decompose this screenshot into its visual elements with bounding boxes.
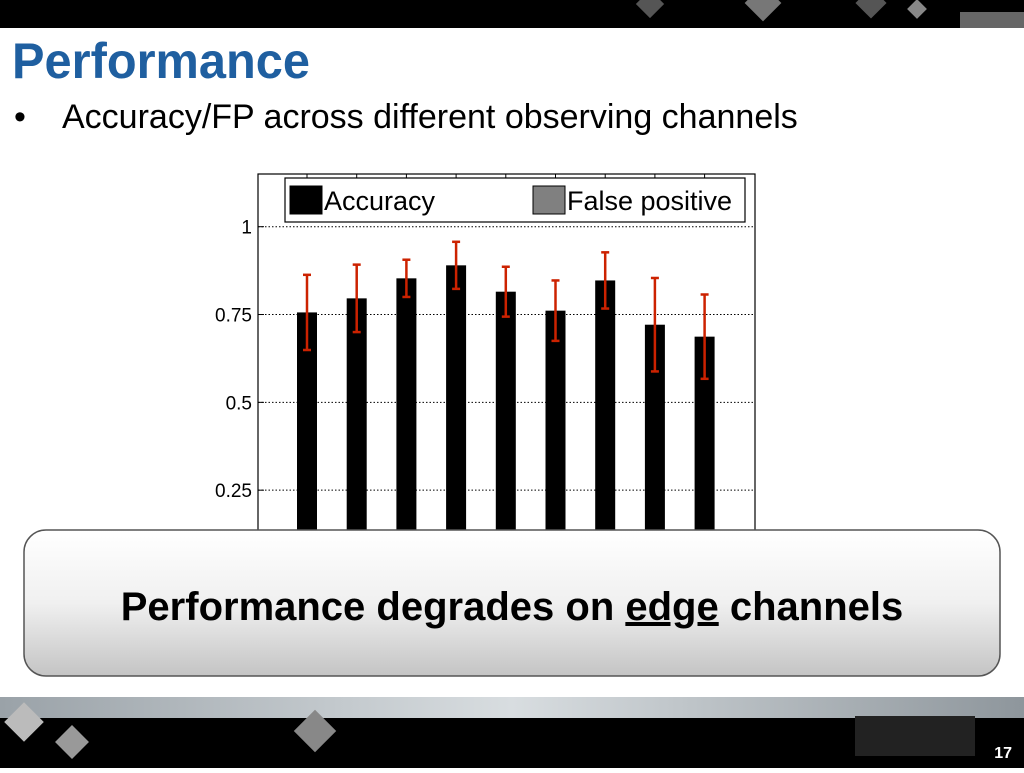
top-band (0, 0, 1024, 28)
bar (297, 312, 317, 540)
legend-swatch (532, 185, 566, 215)
y-tick-label: 0.5 (226, 393, 252, 414)
callout-emphasis: edge (625, 585, 718, 629)
error-bar (501, 265, 510, 318)
bar (545, 310, 566, 540)
error-bar (352, 263, 361, 334)
callout-box (23, 529, 1001, 677)
error-bar (303, 273, 311, 352)
callout-after: channels (719, 585, 904, 629)
bar (396, 278, 417, 540)
error-bar (551, 279, 560, 343)
chart-layer: Accuracy False positive (258, 174, 755, 540)
callout-text: Performance degrades on edge channels (121, 585, 903, 629)
bottom-band (0, 718, 1024, 768)
slide-title: Performance (12, 33, 310, 89)
bullet-dot: • (14, 98, 26, 136)
legend-box (284, 177, 746, 223)
bottom-band-light (0, 697, 1024, 719)
error-bar (601, 251, 610, 310)
legend-swatch (289, 185, 323, 215)
bullet-text: Accuracy/FP across different observing c… (62, 98, 798, 136)
bar (694, 336, 715, 540)
chart: Accuracy False positive (257, 173, 756, 540)
y-tick-label: 0.75 (215, 306, 252, 327)
page-number: 17 (994, 745, 1012, 762)
legend-label: False positive (567, 186, 732, 216)
y-tick-label: 1 (241, 218, 252, 239)
legend-label: Accuracy (324, 186, 436, 216)
error-bar (700, 293, 709, 381)
bar (495, 291, 516, 540)
y-axis-label: Accuracy/ False positive (171, 225, 202, 527)
bar (595, 280, 616, 540)
error-bar (650, 276, 659, 373)
error-bar (402, 258, 411, 299)
bar (346, 298, 367, 540)
y-tick-label: 0.25 (215, 481, 252, 502)
error-bar (452, 240, 461, 291)
bar (644, 324, 665, 540)
bar (446, 265, 467, 540)
callout-before: Performance degrades on (121, 585, 626, 629)
